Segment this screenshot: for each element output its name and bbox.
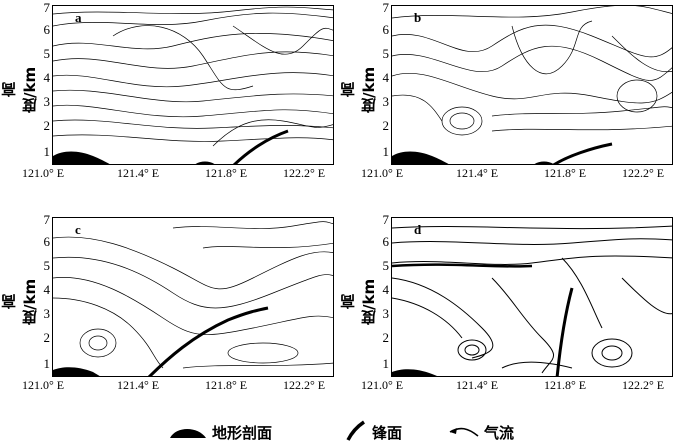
streamline-plot: c (52, 217, 334, 377)
y-tick: 6 (382, 22, 390, 37)
x-tick: 121.8° E (544, 166, 587, 180)
streamline-plot: d (391, 217, 673, 377)
y-tick: 1 (43, 144, 51, 159)
streamline-field (53, 221, 333, 376)
y-tick: 2 (382, 330, 390, 345)
front-icon (346, 420, 365, 441)
y-tick: 3 (382, 306, 390, 321)
streamline-field (392, 225, 672, 376)
y-tick: 7 (382, 0, 390, 15)
y-tick: 2 (43, 118, 51, 133)
y-tick: 7 (43, 0, 51, 15)
y-tick: 4 (43, 70, 51, 85)
x-tick: 121.4° E (456, 166, 499, 180)
y-tick: 1 (382, 356, 390, 371)
x-tick: 122.2° E (283, 166, 326, 180)
x-tick: 121.0° E (22, 378, 65, 392)
y-tick: 6 (382, 234, 390, 249)
y-axis-label: 高度/km (0, 278, 39, 326)
terrain-profile-icon (170, 429, 206, 438)
y-axis-label: 高度/km (0, 66, 39, 114)
y-tick: 6 (43, 22, 51, 37)
airflow-arrow-icon (449, 427, 479, 437)
streamline-field (53, 6, 333, 164)
y-tick: 2 (382, 118, 390, 133)
panel-label: b (414, 10, 422, 25)
panel-label: a (75, 10, 82, 25)
streamline-field (392, 6, 672, 164)
streamline-plot: b (391, 5, 673, 165)
terrain-profile (534, 161, 554, 164)
panel-d: 高度/km 7 6 5 4 3 2 1 (339, 212, 675, 422)
terrain-profile (53, 151, 110, 164)
x-tick: 121.8° E (205, 166, 248, 180)
y-tick: 7 (382, 212, 390, 227)
x-tick: 122.2° E (622, 166, 665, 180)
x-tick: 121.4° E (456, 378, 499, 392)
y-tick: 1 (382, 144, 390, 159)
y-axis-label: 高度/km (339, 278, 378, 326)
x-tick: 121.8° E (544, 378, 587, 392)
front-line (232, 129, 289, 164)
y-tick: 5 (43, 258, 51, 273)
panel-b: 高度/km 7 6 5 4 3 2 1 b (339, 0, 675, 210)
y-tick: 4 (382, 282, 390, 297)
x-tick: 121.0° E (361, 166, 404, 180)
y-tick: 6 (43, 234, 51, 249)
legend: 地形剖面 锋面 气流 (0, 420, 679, 444)
front-line (392, 263, 533, 268)
y-tick: 1 (43, 356, 51, 371)
x-tick: 122.2° E (283, 378, 326, 392)
legend-front-label: 锋面 (372, 424, 403, 442)
front-line (555, 287, 574, 376)
x-tick: 121.0° E (361, 378, 404, 392)
front-line (147, 306, 269, 376)
x-tick: 121.4° E (117, 166, 160, 180)
panel-c: 高度/km 7 6 5 4 3 2 1 c 121.0° E 121.4° E … (0, 212, 336, 422)
y-tick: 4 (43, 282, 51, 297)
legend-terrain-label: 地形剖面 (212, 424, 273, 442)
terrain-profile (392, 151, 449, 164)
y-tick: 3 (382, 94, 390, 109)
y-tick: 7 (43, 212, 51, 227)
panel-label: c (75, 222, 81, 237)
y-tick: 4 (382, 70, 390, 85)
x-tick: 122.2° E (622, 378, 665, 392)
x-tick: 121.0° E (22, 166, 65, 180)
y-tick: 5 (382, 46, 390, 61)
terrain-profile (53, 367, 100, 376)
y-tick: 2 (43, 330, 51, 345)
y-tick: 3 (43, 306, 51, 321)
y-tick: 3 (43, 94, 51, 109)
legend-airflow-label: 气流 (484, 424, 515, 442)
panel-a: 高度/km 7 6 5 4 3 2 1 a (0, 0, 336, 210)
y-tick: 5 (43, 46, 51, 61)
x-tick: 121.8° E (205, 378, 248, 392)
x-tick: 121.4° E (117, 378, 160, 392)
y-tick: 5 (382, 258, 390, 273)
terrain-profile (392, 369, 437, 376)
panel-label: d (414, 222, 422, 237)
front-line (552, 142, 613, 164)
streamline-plot: a (52, 5, 334, 165)
terrain-profile (195, 161, 215, 164)
y-axis-label: 高度/km (339, 66, 378, 114)
